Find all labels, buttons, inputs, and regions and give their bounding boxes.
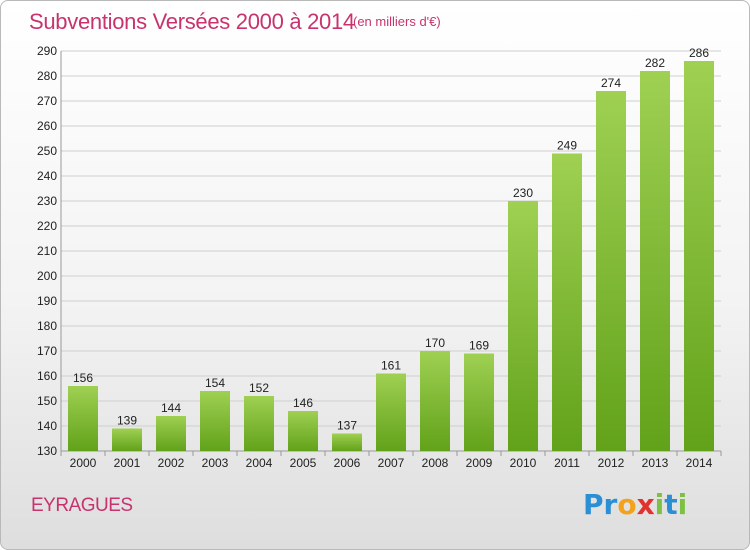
value-label-2014: 286 <box>689 46 709 60</box>
value-label-2008: 170 <box>425 336 445 350</box>
y-tick-label: 130 <box>37 444 57 458</box>
x-tick-label-2003: 2003 <box>202 456 229 470</box>
value-label-2013: 282 <box>645 56 665 70</box>
bar-2004 <box>244 396 274 451</box>
value-label-2007: 161 <box>381 359 401 373</box>
logo-letter: i <box>654 488 665 521</box>
y-tick-label: 270 <box>37 94 57 108</box>
axis-layer: 130 140 150 160 170 180 190 200 210 220 230 240 250 2… <box>37 44 722 470</box>
y-tick-label: 240 <box>37 169 57 183</box>
x-tick-label-2010: 2010 <box>510 456 537 470</box>
value-label-2011: 249 <box>557 139 577 153</box>
y-tick-label: 220 <box>37 219 57 233</box>
bar-2014 <box>684 61 714 451</box>
value-label-2012: 274 <box>601 76 621 90</box>
logo-letter: P <box>583 488 604 521</box>
value-label-2006: 137 <box>337 419 357 433</box>
y-tick-label: 160 <box>37 369 57 383</box>
logo-letter: t <box>664 488 678 521</box>
x-tick-label-2013: 2013 <box>642 456 669 470</box>
y-tick-label: 290 <box>37 44 57 58</box>
x-tick-label-2009: 2009 <box>466 456 493 470</box>
y-tick-label: 280 <box>37 69 57 83</box>
bar-2006 <box>332 433 362 451</box>
value-label-2010: 230 <box>513 186 533 200</box>
x-tick-label-2012: 2012 <box>598 456 625 470</box>
y-tick-label: 200 <box>37 269 57 283</box>
value-label-2004: 152 <box>249 381 269 395</box>
bar-2005 <box>288 411 318 451</box>
bar-2010 <box>508 201 538 451</box>
x-tick-label-2006: 2006 <box>334 456 361 470</box>
x-tick-label-2014: 2014 <box>686 456 713 470</box>
x-tick-label-2008: 2008 <box>422 456 449 470</box>
logo-letter: o <box>617 488 637 521</box>
bar-2011 <box>552 153 582 451</box>
value-label-2005: 146 <box>293 396 313 410</box>
y-tick-label: 150 <box>37 394 57 408</box>
value-label-2002: 144 <box>161 401 181 415</box>
value-label-2001: 139 <box>117 414 137 428</box>
y-tick-label: 180 <box>37 319 57 333</box>
x-tick-label-2007: 2007 <box>378 456 405 470</box>
y-tick-label: 140 <box>37 419 57 433</box>
y-tick-label: 190 <box>37 294 57 308</box>
proxiti-logo: Proxiti <box>583 488 687 521</box>
y-tick-label: 170 <box>37 344 57 358</box>
chart-title: Subventions Versées 2000 à 2014 <box>29 9 355 34</box>
value-label-2009: 169 <box>469 339 489 353</box>
y-tick-label: 230 <box>37 194 57 208</box>
label-layer: 156 139 144 154 152 146 137 161 170 169 230 249 274 2… <box>73 46 709 433</box>
y-tick-label: 210 <box>37 244 57 258</box>
x-tick-label-2005: 2005 <box>290 456 317 470</box>
bar-2013 <box>640 71 670 451</box>
bar-layer <box>68 61 714 451</box>
logo-letter: x <box>636 488 655 521</box>
value-label-2000: 156 <box>73 371 93 385</box>
bar-2003 <box>200 391 230 451</box>
logo-letter: r <box>603 488 618 521</box>
x-tick-label-2011: 2011 <box>554 456 580 470</box>
x-tick-label-2002: 2002 <box>158 456 185 470</box>
bar-2007 <box>376 373 406 451</box>
bar-2000 <box>68 386 98 451</box>
bar-2012 <box>596 91 626 451</box>
x-tick-label-2004: 2004 <box>246 456 273 470</box>
chart-unit: (en milliers d'€) <box>353 14 441 29</box>
bar-2009 <box>464 353 494 451</box>
value-label-2003: 154 <box>205 376 225 390</box>
y-tick-label: 250 <box>37 144 57 158</box>
bar-2002 <box>156 416 186 451</box>
y-tick-label: 260 <box>37 119 57 133</box>
x-tick-label-2000: 2000 <box>70 456 97 470</box>
bar-2008 <box>420 351 450 451</box>
x-tick-label-2001: 2001 <box>114 456 141 470</box>
bar-2001 <box>112 428 142 451</box>
logo-letter: i <box>677 488 688 521</box>
commune-name: EYRAGUES <box>31 495 133 516</box>
